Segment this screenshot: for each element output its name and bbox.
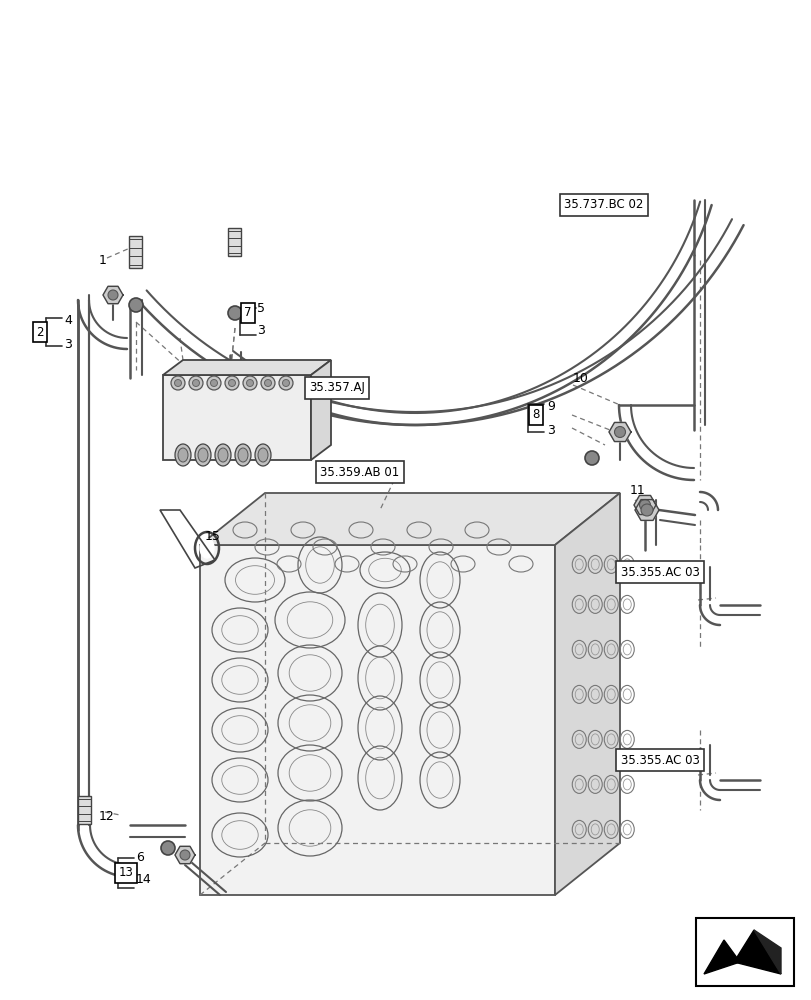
Text: 35.355.AC 03: 35.355.AC 03	[620, 754, 698, 766]
Circle shape	[584, 451, 599, 465]
Ellipse shape	[215, 444, 230, 466]
Circle shape	[247, 379, 253, 386]
Polygon shape	[163, 360, 331, 375]
Circle shape	[171, 376, 185, 390]
Text: 2: 2	[36, 326, 44, 338]
Text: 1: 1	[99, 253, 107, 266]
Circle shape	[192, 379, 200, 386]
Circle shape	[639, 499, 650, 510]
Text: 4: 4	[64, 314, 72, 326]
Ellipse shape	[255, 444, 271, 466]
Text: 12: 12	[99, 810, 114, 823]
Circle shape	[189, 376, 203, 390]
Text: 35.357.AJ: 35.357.AJ	[309, 381, 364, 394]
Text: 35.355.AC 03: 35.355.AC 03	[620, 566, 698, 578]
Polygon shape	[103, 286, 122, 304]
Circle shape	[210, 379, 217, 386]
Text: 11: 11	[629, 484, 645, 496]
Text: 35.359.AB 01: 35.359.AB 01	[320, 466, 399, 479]
Circle shape	[225, 376, 238, 390]
Circle shape	[207, 376, 221, 390]
Text: 3: 3	[64, 338, 72, 351]
Bar	[695, 918, 793, 986]
Circle shape	[129, 298, 143, 312]
Circle shape	[228, 306, 242, 320]
Circle shape	[282, 379, 290, 386]
Circle shape	[180, 850, 190, 860]
Polygon shape	[311, 360, 331, 460]
Bar	[129, 236, 142, 268]
Text: 10: 10	[573, 371, 588, 384]
Circle shape	[161, 841, 175, 855]
Polygon shape	[200, 493, 620, 545]
Polygon shape	[200, 545, 554, 895]
Circle shape	[228, 379, 235, 386]
Ellipse shape	[217, 448, 228, 462]
Circle shape	[108, 290, 118, 300]
Circle shape	[279, 376, 293, 390]
Bar	[79, 796, 92, 824]
Polygon shape	[634, 500, 659, 520]
Circle shape	[260, 376, 275, 390]
Ellipse shape	[175, 444, 191, 466]
Circle shape	[264, 379, 271, 386]
Ellipse shape	[234, 444, 251, 466]
Polygon shape	[733, 930, 780, 974]
Text: 14: 14	[135, 874, 152, 886]
Circle shape	[242, 376, 257, 390]
Polygon shape	[608, 422, 630, 442]
Text: 13: 13	[118, 866, 133, 879]
Text: 6: 6	[135, 851, 144, 864]
Ellipse shape	[258, 448, 268, 462]
Text: 5: 5	[257, 302, 264, 314]
Text: 8: 8	[532, 408, 539, 422]
Ellipse shape	[195, 444, 211, 466]
Polygon shape	[633, 495, 655, 515]
Polygon shape	[753, 930, 780, 974]
Ellipse shape	[200, 538, 214, 558]
Bar	[163, 375, 311, 460]
Circle shape	[614, 426, 624, 438]
Circle shape	[640, 504, 652, 516]
Circle shape	[174, 379, 182, 386]
Polygon shape	[554, 493, 620, 895]
Polygon shape	[175, 846, 195, 864]
Bar	[228, 228, 241, 256]
Text: 15: 15	[204, 530, 221, 542]
Ellipse shape	[178, 448, 188, 462]
Polygon shape	[703, 940, 739, 974]
Text: 3: 3	[257, 324, 264, 336]
Text: 9: 9	[547, 399, 554, 412]
Text: 35.737.BC 02: 35.737.BC 02	[564, 198, 643, 212]
Text: 3: 3	[547, 424, 554, 436]
Text: 7: 7	[244, 306, 251, 320]
Ellipse shape	[198, 448, 208, 462]
Ellipse shape	[238, 448, 247, 462]
